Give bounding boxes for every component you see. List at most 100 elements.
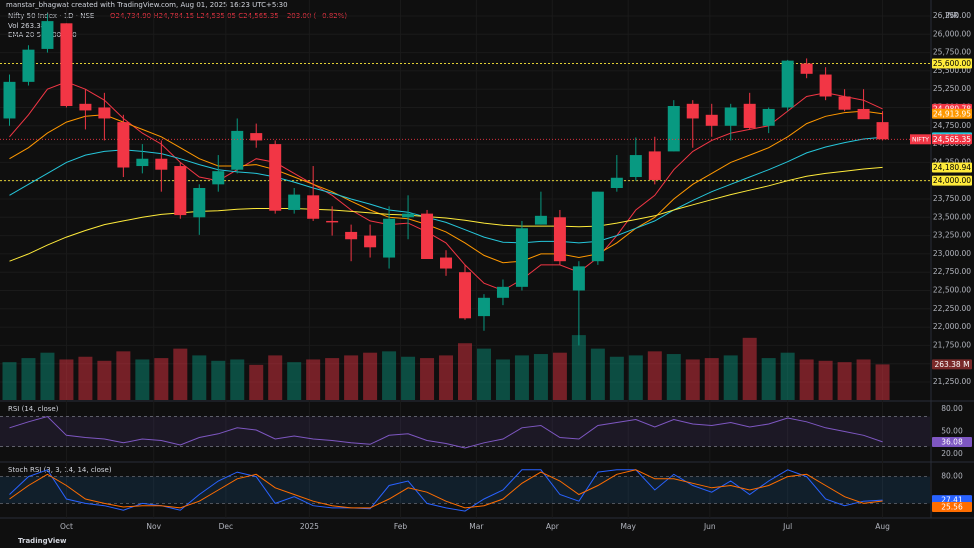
candle-body	[515, 228, 528, 287]
y-tick-label: 22,500.00	[933, 285, 971, 294]
volume-bar	[780, 352, 795, 400]
volume-bar	[571, 335, 586, 400]
candle-body	[553, 217, 566, 262]
candle-body	[762, 108, 775, 126]
candle-body	[60, 23, 73, 107]
y-tick-label: 22,750.00	[933, 267, 971, 276]
volume-bar	[856, 359, 871, 400]
volume-bar	[211, 360, 226, 400]
volume-bar	[742, 337, 757, 400]
y-tick-label: 21,750.00	[933, 340, 971, 349]
hline-tag: 25,600.00	[933, 59, 971, 68]
volume-tag: 263.38 M	[934, 360, 969, 369]
candle-body	[79, 103, 92, 111]
x-tick-label: Oct	[60, 522, 73, 531]
indicator-line	[9, 469, 883, 509]
candle-body	[440, 257, 453, 269]
volume-bar	[761, 358, 776, 400]
credit: manstar_bhagwat created with TradingView…	[6, 1, 288, 9]
ema-tag-bg	[932, 108, 972, 119]
candle-body	[743, 103, 756, 128]
volume-bar	[420, 358, 435, 400]
candle-body	[572, 266, 585, 291]
volume-bar	[704, 358, 719, 400]
symbol-tag: NIFTY	[912, 136, 929, 143]
candle-body	[496, 286, 509, 298]
x-tick-label: Mar	[469, 522, 484, 531]
last-price-tag: 24,565.35	[933, 135, 971, 144]
x-tick-label: Feb	[394, 522, 408, 531]
candle-body	[41, 21, 54, 49]
indicator-tag-bg	[932, 436, 972, 447]
volume-tag-bg	[932, 359, 972, 370]
y-tick-label: 22,250.00	[933, 304, 971, 313]
candle-body	[307, 195, 320, 219]
hline-tag-bg	[932, 175, 972, 186]
volume-bar	[723, 355, 738, 400]
candle-body	[155, 158, 168, 170]
ema-line	[9, 110, 883, 264]
volume-bar	[135, 359, 150, 400]
last-price-tag-bg	[932, 134, 972, 145]
volume-bar	[363, 352, 378, 400]
indicator-tag: 25.56	[941, 502, 963, 511]
candle-body	[345, 231, 358, 240]
x-tick-label: Apr	[546, 522, 560, 531]
candle-body	[117, 122, 130, 168]
x-tick-label: Jul	[782, 522, 792, 531]
band-fill	[0, 416, 930, 447]
volume-bar	[533, 354, 548, 400]
candle-body	[610, 177, 623, 189]
candle-body	[648, 151, 661, 180]
volume-bar	[476, 348, 491, 400]
volume-bar	[78, 356, 93, 400]
volume-bar	[685, 359, 700, 400]
x-tick-label: Jun	[703, 522, 716, 531]
y-tick-label: 23,500.00	[933, 212, 971, 221]
candle-body	[136, 158, 149, 167]
indicator-line	[9, 415, 883, 449]
x-tick-label: May	[620, 522, 636, 531]
candle-body	[591, 191, 604, 262]
volume-bar	[173, 348, 188, 400]
candle-body	[383, 218, 396, 258]
candle-body	[800, 63, 813, 74]
y-tick-label: 20.00	[941, 449, 963, 458]
indicator-tag-bg	[932, 501, 972, 512]
y-tick-label: 24,250.00	[933, 157, 971, 166]
x-tick-label: Dec	[219, 522, 234, 531]
candle-body	[3, 81, 16, 119]
candle-body	[421, 213, 434, 260]
volume-bar	[875, 364, 890, 400]
candle-body	[326, 220, 339, 223]
ema-tag-bg	[932, 162, 972, 173]
currency: INR	[945, 11, 958, 20]
volume-bar	[230, 359, 245, 400]
y-tick-label: 23,250.00	[933, 231, 971, 240]
volume-bar	[154, 358, 169, 400]
candle-body	[477, 297, 490, 317]
y-tick-label: 26,250.00	[933, 11, 971, 20]
candle-body	[231, 130, 244, 170]
candle-body	[667, 106, 680, 152]
candle-body	[629, 155, 642, 178]
volume-bar	[116, 351, 131, 400]
volume-bar	[837, 362, 852, 400]
volume-bar	[401, 356, 416, 400]
indicator-tag: 27.41	[941, 496, 963, 505]
candle-body	[98, 107, 111, 119]
indicator-line	[9, 469, 883, 512]
band-fill	[0, 476, 930, 504]
candle-body	[857, 108, 870, 120]
ema-tag: 24,913.95	[933, 109, 971, 118]
candle-body	[838, 96, 851, 110]
volume-bar	[647, 351, 662, 400]
y-tick-label: 22,000.00	[933, 322, 971, 331]
y-tick-label: 26,000.00	[933, 29, 971, 38]
volume-bar	[552, 352, 567, 400]
y-tick-label: 23,750.00	[933, 194, 971, 203]
candle-body	[724, 107, 737, 126]
candle-body	[876, 122, 889, 140]
candle-body	[22, 49, 35, 82]
